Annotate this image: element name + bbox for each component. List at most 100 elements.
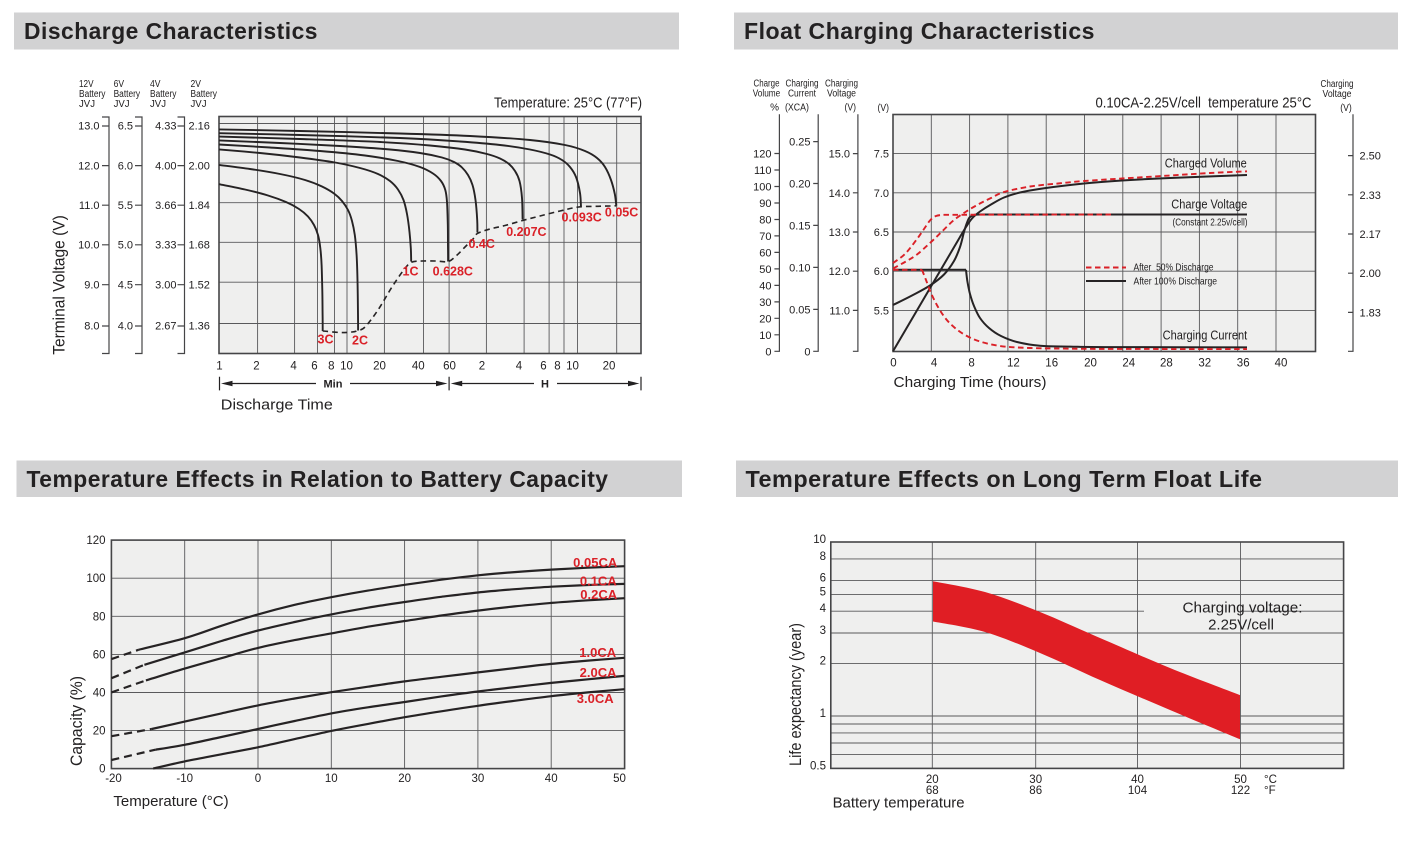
svg-text:5.5: 5.5 (874, 305, 889, 317)
svg-text:4.00: 4.00 (155, 160, 176, 172)
svg-text:0.628C: 0.628C (433, 265, 473, 279)
svg-text:100: 100 (86, 573, 105, 585)
svg-text:6.0: 6.0 (874, 266, 889, 278)
svg-text:Charging Time (hours): Charging Time (hours) (894, 374, 1047, 391)
svg-text:Charge: Charge (754, 79, 780, 90)
svg-text:90: 90 (759, 198, 771, 210)
svg-text:2.33: 2.33 (1360, 190, 1381, 202)
svg-text:40: 40 (412, 361, 425, 373)
svg-text:12.0: 12.0 (78, 160, 99, 172)
svg-text:Charging: Charging (1321, 79, 1354, 90)
svg-text:2: 2 (479, 361, 485, 373)
svg-text:-20: -20 (105, 773, 122, 785)
svg-text:0: 0 (890, 358, 896, 370)
svg-text:2.00: 2.00 (1360, 268, 1381, 280)
svg-text:11.0: 11.0 (829, 305, 850, 317)
svg-text:0.5: 0.5 (810, 760, 826, 772)
svg-text:11.0: 11.0 (79, 200, 100, 212)
svg-text:(V): (V) (1340, 103, 1352, 114)
svg-text:6: 6 (540, 361, 546, 373)
svg-text:%: % (770, 103, 779, 114)
svg-text:40: 40 (545, 773, 558, 785)
svg-text:°C: °C (1264, 774, 1277, 786)
svg-text:5.0: 5.0 (118, 240, 133, 252)
svg-text:1: 1 (216, 361, 222, 373)
svg-text:Temperature Effects on Long Te: Temperature Effects on Long Term Float L… (746, 466, 1263, 492)
svg-text:0.1CA: 0.1CA (580, 574, 617, 589)
svg-text:60: 60 (443, 361, 456, 373)
svg-text:10: 10 (759, 330, 771, 342)
svg-text:2.25V/cell: 2.25V/cell (1208, 617, 1274, 634)
svg-text:10: 10 (566, 361, 579, 373)
svg-text:6: 6 (311, 361, 317, 373)
svg-text:6.5: 6.5 (874, 227, 889, 239)
svg-text:-10: -10 (176, 773, 193, 785)
svg-text:0.05C: 0.05C (605, 206, 638, 220)
svg-text:Discharge Characteristics: Discharge Characteristics (24, 18, 318, 44)
svg-text:6.0: 6.0 (118, 160, 133, 172)
svg-text:2.50: 2.50 (1360, 151, 1381, 163)
svg-text:28: 28 (1160, 358, 1173, 370)
svg-text:Capacity (%): Capacity (%) (68, 676, 86, 766)
svg-text:(V): (V) (845, 103, 857, 114)
svg-text:104: 104 (1128, 785, 1148, 797)
svg-text:Charged Volume: Charged Volume (1165, 157, 1247, 171)
svg-text:Voltage: Voltage (827, 89, 856, 100)
svg-text:8: 8 (968, 358, 974, 370)
svg-text:4: 4 (820, 603, 827, 615)
svg-text:13.0: 13.0 (829, 227, 850, 239)
svg-text:JVJ: JVJ (114, 99, 130, 110)
svg-text:4: 4 (516, 361, 523, 373)
svg-text:86: 86 (1029, 785, 1042, 797)
svg-text:2: 2 (253, 361, 259, 373)
svg-text:Battery: Battery (79, 89, 106, 100)
svg-text:1.52: 1.52 (189, 279, 210, 291)
svg-text:12.0: 12.0 (829, 266, 850, 278)
svg-text:3.33: 3.33 (155, 240, 176, 252)
svg-text:10.0: 10.0 (78, 240, 99, 252)
svg-text:3.0CA: 3.0CA (577, 691, 614, 706)
svg-text:0: 0 (99, 764, 105, 776)
svg-text:10: 10 (813, 534, 826, 546)
svg-text:After 100% Discharge: After 100% Discharge (1134, 275, 1218, 287)
svg-text:JVJ: JVJ (191, 99, 207, 110)
svg-text:Charging Current: Charging Current (1163, 329, 1248, 343)
svg-text:2.00: 2.00 (189, 160, 210, 172)
svg-text:(Constant 2.25v/cell): (Constant 2.25v/cell) (1173, 217, 1248, 229)
svg-text:60: 60 (759, 247, 771, 259)
svg-text:10: 10 (340, 361, 353, 373)
svg-text:80: 80 (759, 215, 771, 227)
svg-text:3.66: 3.66 (155, 200, 176, 212)
svg-text:80: 80 (93, 611, 106, 623)
svg-text:(V): (V) (878, 103, 890, 114)
svg-text:30: 30 (472, 773, 485, 785)
svg-text:8: 8 (554, 361, 560, 373)
svg-text:4: 4 (290, 361, 297, 373)
svg-text:20: 20 (373, 361, 386, 373)
svg-text:100: 100 (753, 182, 771, 194)
svg-text:After 50% Discharge: After 50% Discharge (1134, 262, 1214, 274)
svg-text:30: 30 (1029, 774, 1042, 786)
svg-text:8.0: 8.0 (84, 321, 99, 333)
svg-text:122: 122 (1231, 785, 1250, 797)
svg-text:70: 70 (759, 231, 771, 243)
svg-text:Life expectancy (year): Life expectancy (year) (787, 623, 805, 766)
svg-text:Battery: Battery (191, 89, 218, 100)
svg-text:3.00: 3.00 (155, 279, 176, 291)
svg-text:Charge Voltage: Charge Voltage (1171, 198, 1247, 212)
svg-text:12V: 12V (79, 79, 94, 90)
svg-text:2.67: 2.67 (155, 321, 176, 333)
svg-text:4.5: 4.5 (118, 279, 133, 291)
svg-text:7.5: 7.5 (874, 149, 889, 161)
svg-text:5.5: 5.5 (118, 200, 133, 212)
svg-text:0.2CA: 0.2CA (580, 587, 617, 602)
svg-text:0: 0 (804, 346, 810, 358)
svg-text:1C: 1C (403, 265, 419, 279)
svg-text:Battery: Battery (114, 89, 141, 100)
svg-text:16: 16 (1045, 358, 1058, 370)
svg-text:0.093C: 0.093C (562, 210, 602, 224)
svg-text:20: 20 (93, 726, 106, 738)
svg-text:2.0CA: 2.0CA (580, 665, 617, 680)
svg-text:6.5: 6.5 (118, 121, 133, 133)
svg-text:0.20: 0.20 (789, 179, 810, 191)
